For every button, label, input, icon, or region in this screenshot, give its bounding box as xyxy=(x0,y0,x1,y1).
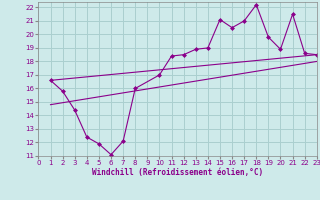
X-axis label: Windchill (Refroidissement éolien,°C): Windchill (Refroidissement éolien,°C) xyxy=(92,168,263,177)
